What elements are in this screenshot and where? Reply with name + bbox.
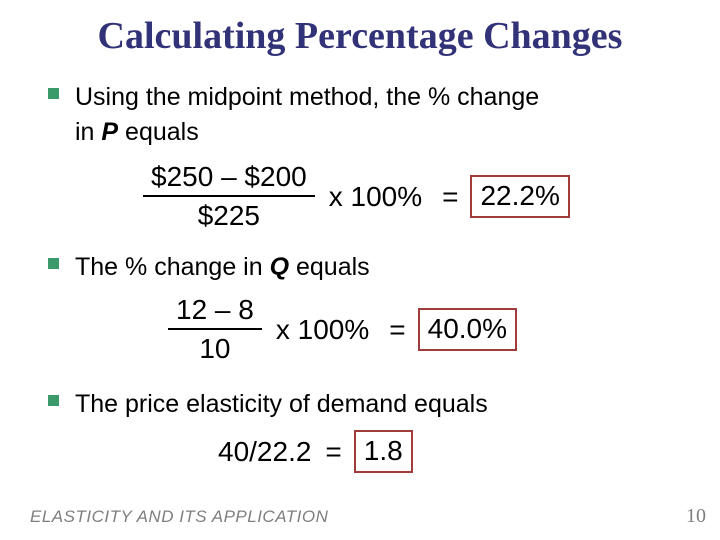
- equals-sign: =: [442, 180, 459, 212]
- result-box-pct-change-q: 40.0%: [417, 308, 518, 351]
- bullet2-pre: The % change in: [75, 253, 270, 281]
- multiplier: x 100%: [275, 313, 370, 345]
- bullet-text: The price elasticity of demand equals: [75, 390, 488, 418]
- fraction-numerator: $250 – $200: [143, 160, 315, 197]
- page-number: 10: [686, 505, 706, 527]
- bullet-item-elasticity: The price elasticity of demand equals: [48, 387, 488, 422]
- bullet2-post: equals: [289, 253, 370, 281]
- fraction-quantity: 12 – 8 10: [168, 293, 262, 366]
- bullet-item-midpoint-method: Using the midpoint method, the % change …: [48, 80, 539, 150]
- bullet-square-icon: [48, 395, 59, 406]
- bullet-text: Using the midpoint method, the % change …: [75, 80, 539, 150]
- fraction-numerator: 12 – 8: [168, 293, 262, 330]
- fraction-denominator: 10: [199, 333, 231, 364]
- bullet1-line1: Using the midpoint method, the % change: [75, 83, 540, 111]
- fraction-denominator: $225: [197, 200, 260, 231]
- formula-elasticity: 40/22.2 = 1.8: [218, 430, 413, 473]
- fraction-price: $250 – $200 $225: [143, 160, 315, 233]
- bullet-item-pct-change-q: The % change in Q equals: [48, 250, 370, 285]
- footer-chapter-title: ELASTICITY AND ITS APPLICATION: [30, 507, 329, 526]
- variable-q: Q: [269, 253, 290, 281]
- bullet-square-icon: [48, 88, 59, 99]
- bullet-square-icon: [48, 258, 59, 269]
- equals-sign: =: [389, 313, 406, 345]
- bullet1-line2-pre: in: [75, 118, 102, 146]
- equals-sign: =: [325, 435, 342, 467]
- slide-title: Calculating Percentage Changes: [97, 15, 623, 57]
- result-box-pct-change-p: 22.2%: [470, 175, 570, 218]
- bullet1-line2-post: equals: [118, 118, 199, 146]
- formula-pct-change-p: $250 – $200 $225 x 100% = 22.2%: [143, 160, 570, 233]
- elasticity-expression: 40/22.2: [218, 435, 312, 467]
- variable-p: P: [101, 118, 119, 146]
- result-box-elasticity: 1.8: [353, 430, 413, 473]
- formula-pct-change-q: 12 – 8 10 x 100% = 40.0%: [168, 293, 518, 366]
- bullet-text: The % change in Q equals: [75, 250, 370, 285]
- multiplier: x 100%: [328, 180, 423, 212]
- slide-footer: ELASTICITY AND ITS APPLICATION 10: [30, 505, 706, 528]
